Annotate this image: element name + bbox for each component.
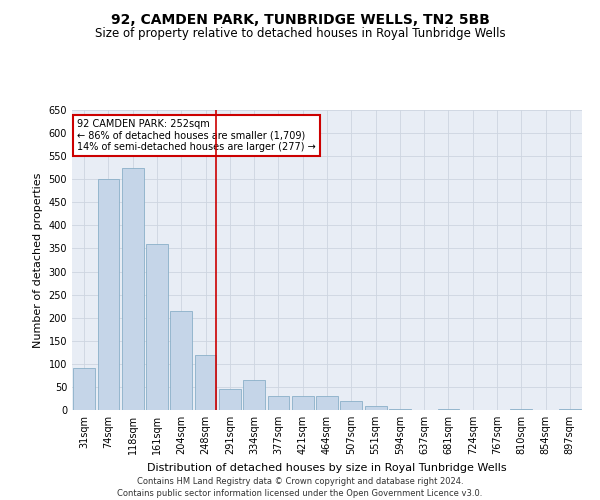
X-axis label: Distribution of detached houses by size in Royal Tunbridge Wells: Distribution of detached houses by size … [147, 462, 507, 472]
Text: 92 CAMDEN PARK: 252sqm
← 86% of detached houses are smaller (1,709)
14% of semi-: 92 CAMDEN PARK: 252sqm ← 86% of detached… [77, 119, 316, 152]
Bar [437, 409, 460, 410]
Bar [73, 368, 95, 410]
Bar [219, 389, 241, 410]
Text: 92, CAMDEN PARK, TUNBRIDGE WELLS, TN2 5BB: 92, CAMDEN PARK, TUNBRIDGE WELLS, TN2 5B… [110, 12, 490, 26]
Text: Contains HM Land Registry data © Crown copyright and database right 2024.
Contai: Contains HM Land Registry data © Crown c… [118, 476, 482, 498]
Bar [559, 409, 581, 410]
Bar [146, 244, 168, 410]
Bar [122, 168, 143, 410]
Bar [170, 311, 192, 410]
Bar [316, 396, 338, 410]
Bar [97, 179, 119, 410]
Bar [340, 401, 362, 410]
Bar [194, 354, 217, 410]
Bar [365, 406, 386, 410]
Bar [389, 408, 411, 410]
Bar [243, 380, 265, 410]
Text: Size of property relative to detached houses in Royal Tunbridge Wells: Size of property relative to detached ho… [95, 28, 505, 40]
Bar [268, 396, 289, 410]
Bar [292, 396, 314, 410]
Y-axis label: Number of detached properties: Number of detached properties [33, 172, 43, 348]
Bar [511, 409, 532, 410]
